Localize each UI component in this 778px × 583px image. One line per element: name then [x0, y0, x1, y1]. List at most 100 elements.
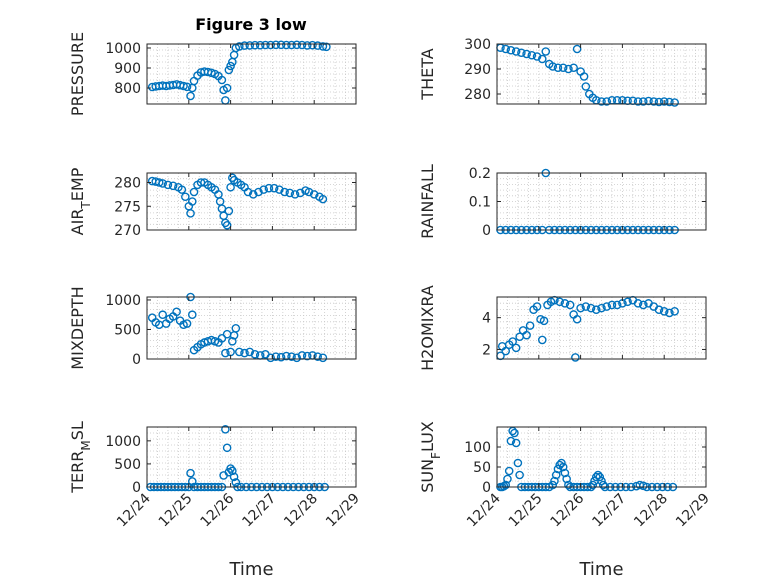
axes-box — [496, 43, 707, 105]
data-point — [539, 316, 549, 326]
data-point — [163, 180, 173, 190]
data-point — [522, 330, 531, 340]
data-point — [259, 185, 268, 194]
data-point — [659, 307, 669, 316]
data-point — [588, 480, 598, 490]
data-point — [240, 348, 249, 358]
data-point — [282, 40, 291, 50]
data-point — [639, 300, 648, 310]
data-point — [602, 302, 612, 311]
subplot-pressure: 800 900 1000 PRESSURE — [68, 32, 357, 116]
y-tick-label: 1000 — [105, 293, 141, 309]
data-point — [250, 40, 260, 50]
y-tick-label: 0 — [482, 223, 491, 239]
data-point — [555, 297, 565, 307]
data-point — [245, 347, 255, 357]
data-point — [612, 300, 622, 310]
y-tick-label: 0 — [132, 480, 141, 496]
data-point — [572, 314, 582, 324]
data-point — [560, 299, 570, 308]
data-point — [275, 185, 284, 194]
y-tick-label: 0 — [132, 352, 141, 368]
data-point — [168, 181, 178, 191]
y-tick-label: 1000 — [105, 41, 141, 57]
subplot-terr-msl: 0 500 1000 TERRMSL 12/24 12/25 12/26 12/27 12/28… — [68, 421, 363, 580]
axes-box — [146, 426, 357, 488]
x-tick-label: 12/27 — [589, 491, 629, 531]
y-tick-label: 0 — [482, 480, 491, 496]
data-point — [501, 44, 511, 54]
data-point — [602, 97, 612, 106]
data-point — [154, 178, 164, 187]
data-point — [261, 40, 270, 50]
data-point — [506, 436, 516, 446]
y-axis-label: SUNFLUX — [418, 421, 443, 493]
y-tick-label: 280 — [464, 87, 491, 103]
data-point — [189, 187, 199, 197]
x-tick-label: 12/29 — [323, 491, 363, 531]
axes-box — [146, 172, 357, 231]
data-point — [217, 75, 227, 85]
axes-box — [146, 43, 357, 105]
y-axis-label: AIRTEMP — [68, 167, 93, 235]
data-point — [586, 303, 596, 313]
data-point — [665, 308, 674, 318]
subplot-mixdepth: 0 500 1000 MIXDEPTH — [68, 286, 357, 370]
y-tick-label: 2 — [482, 342, 491, 358]
data-point — [527, 50, 537, 60]
subplot-theta: 280 290 300 THETA — [418, 37, 707, 107]
data-point — [240, 41, 249, 50]
x-tick-label: 12/24 — [464, 490, 504, 530]
x-tick-label: 12/25 — [506, 491, 546, 531]
data-point — [228, 336, 237, 346]
data-point — [548, 62, 558, 71]
figure-title: Figure 3 low — [195, 15, 307, 34]
data-point — [510, 428, 519, 438]
data-point — [254, 187, 263, 197]
data-point — [177, 185, 187, 194]
x-tick-label: 12/25 — [156, 491, 196, 531]
data-point — [186, 209, 195, 218]
data-point — [222, 220, 232, 230]
data-point — [290, 190, 300, 199]
y-tick-label: 300 — [464, 37, 491, 53]
data-point — [553, 63, 563, 73]
data-point — [503, 474, 512, 484]
data-point — [644, 96, 653, 106]
data-point — [506, 45, 516, 55]
data-point — [597, 303, 606, 313]
data-point — [558, 63, 568, 73]
data-point — [670, 307, 679, 316]
y-axis-label: THETA — [418, 48, 437, 100]
data-point — [654, 97, 664, 107]
data-point — [186, 468, 195, 478]
data-point — [572, 44, 582, 54]
y-tick-label: 280 — [114, 176, 141, 192]
x-tick-label: 12/24 — [114, 490, 154, 530]
y-tick-label: 50 — [473, 460, 491, 476]
data-point — [517, 48, 526, 58]
data-point — [633, 299, 643, 308]
data-point — [565, 300, 575, 310]
y-axis-label: PRESSURE — [68, 32, 87, 116]
data-point — [569, 63, 578, 73]
data-point — [282, 351, 291, 361]
data-point — [292, 353, 302, 363]
data-point — [501, 346, 511, 356]
data-point — [309, 190, 319, 199]
data-point — [576, 303, 585, 313]
y-tick-label: 900 — [114, 61, 141, 77]
data-point — [280, 187, 289, 197]
data-point — [511, 47, 521, 56]
data-point — [250, 349, 260, 359]
data-point — [515, 470, 524, 480]
data-point — [579, 72, 589, 81]
y-axis-label: MIXDEPTH — [68, 286, 87, 369]
data-point — [297, 40, 307, 50]
data-point — [221, 218, 230, 228]
x-axis-label: Time — [228, 559, 273, 580]
data-point — [226, 182, 235, 192]
y-axis-label: RAINFALL — [418, 164, 437, 239]
